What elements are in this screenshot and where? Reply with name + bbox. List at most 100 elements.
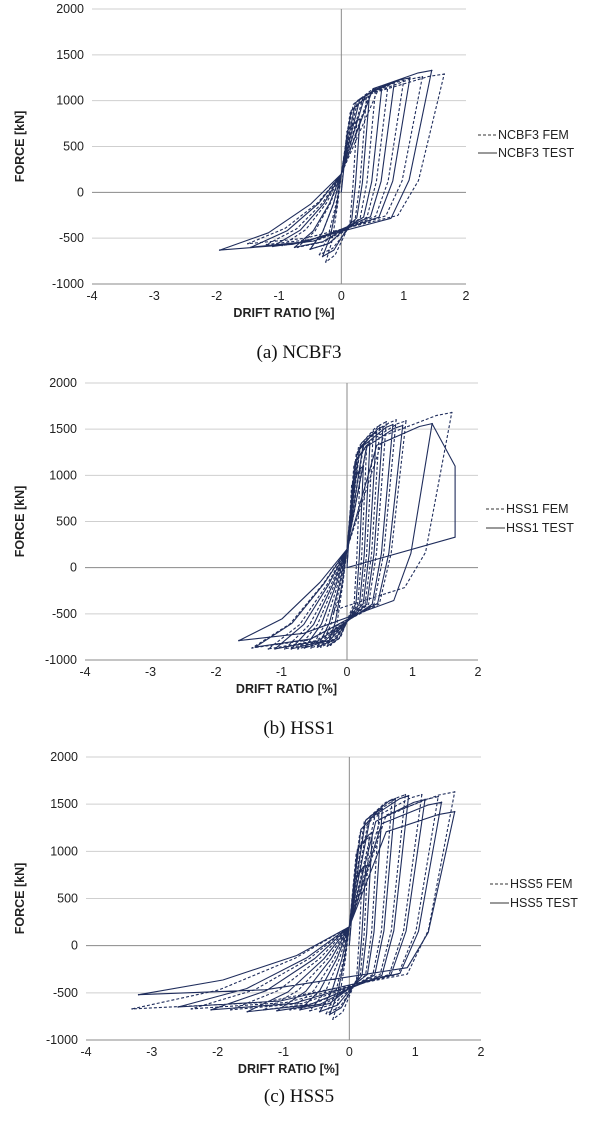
cycle-peak-point [402, 79, 405, 82]
cycle-peak-point [369, 442, 371, 444]
cycle-trough-point [251, 647, 253, 649]
series-line [247, 73, 445, 263]
hysteresis-chart-hss1: -1000 -500 0 500 1000 1500 2000 -4 -3 -2 -1 0 1 2 DRIF… [13, 376, 574, 739]
series-line [238, 423, 433, 650]
y-tick-label: 1000 [56, 94, 84, 108]
cycle-peak-point [401, 424, 404, 427]
y-tick-label: 1000 [49, 468, 77, 482]
cycle-trough-point [325, 1012, 328, 1015]
cycle-trough-point [310, 647, 312, 649]
tick-labels: -1000 -500 0 500 1000 1500 2000 -4 -3 -2 -1 0 1 2 [45, 376, 482, 679]
cycle-trough-point [326, 645, 329, 647]
cycle-trough-point [297, 648, 299, 650]
x-tick-label: -4 [79, 665, 90, 679]
x-tick-label: 2 [463, 289, 470, 303]
cycle-trough-point [254, 646, 257, 648]
y-tick-label: 2000 [56, 2, 84, 16]
cycle-trough-point [265, 243, 268, 246]
cycle-peak-point [362, 465, 365, 467]
cycle-trough-point [190, 1008, 193, 1010]
tick-labels: -1000 -500 0 500 1000 1500 2000 -4 -3 -2 -1 0 1 2 [46, 750, 485, 1059]
x-tick-label: 2 [475, 665, 482, 679]
x-tick-label: -2 [211, 289, 222, 303]
cycle-trough-point [309, 1009, 311, 1012]
cycle-trough-point [318, 1010, 321, 1013]
cycle-peak-point [392, 423, 394, 426]
cycle-peak-point [368, 836, 370, 838]
cycle-peak-point [381, 808, 384, 810]
x-tick-label: -3 [149, 289, 160, 303]
cycle-peak-point [381, 86, 383, 88]
cycle-trough-point [250, 246, 252, 249]
series-excursion-line [346, 423, 456, 569]
cycle-trough-point [283, 648, 286, 650]
plot-area [131, 791, 456, 1021]
cycle-trough-point [276, 1009, 278, 1012]
legend-label-hss5-fem: HSS5 FEM [510, 877, 573, 891]
legend-label-ncbf3-fem: NCBF3 FEM [498, 128, 569, 142]
x-axis-title: DRIFT RATIO [%] [233, 306, 334, 320]
cycle-trough-point [333, 611, 335, 613]
tick-labels: -1000 -500 0 500 1000 1500 2000 -4 -3 -2 -1 0 1 2 [52, 2, 470, 303]
cycle-peak-point [420, 793, 423, 796]
y-tick-label: 0 [70, 561, 77, 575]
series-line [219, 69, 433, 258]
cycle-peak-point [430, 69, 433, 72]
y-tick-label: 1500 [49, 422, 77, 436]
y-axis-title: FORCE [kN] [13, 486, 27, 558]
x-tick-label: -1 [276, 665, 287, 679]
cycle-peak-point [421, 76, 424, 78]
y-tick-label: -1000 [46, 1033, 78, 1047]
cycle-peak-point [409, 76, 411, 79]
cycle-peak-point [378, 424, 381, 427]
figure-caption: (c) HSS5 [264, 1086, 334, 1107]
x-tick-label: 1 [409, 665, 416, 679]
series-line [138, 795, 456, 1016]
cycle-trough-point [271, 245, 274, 248]
cycle-peak-point [440, 801, 443, 804]
cycle-trough-point [320, 646, 322, 648]
cycle-trough-point [131, 1008, 133, 1010]
legend-label-hss5-test: HSS5 TEST [510, 896, 578, 910]
chart-panel-ncbf3: -1000 -500 0 500 1000 1500 2000 -4 -3 -2 -1 0 1 2 DRIF… [0, 0, 598, 374]
cycle-peak-point [393, 81, 396, 84]
y-tick-label: 0 [77, 185, 84, 199]
cycle-trough-point [299, 1009, 301, 1011]
legend-label-ncbf3-test: NCBF3 TEST [498, 146, 575, 160]
y-axis-title: FORCE [kN] [13, 111, 27, 183]
legend-label-hss1-fem: HSS1 FEM [506, 502, 569, 516]
cycle-peak-point [394, 797, 397, 800]
cycle-peak-point [453, 810, 456, 813]
chart-panel-hss1: -1000 -500 0 500 1000 1500 2000 -4 -3 -2 -1 0 1 2 DRIF… [0, 374, 598, 748]
y-tick-label: 500 [57, 892, 78, 906]
series-ncbf3-fem [247, 73, 445, 263]
cycle-peak-point [368, 95, 371, 97]
cycle-peak-point [405, 420, 407, 422]
cycle-trough-point [309, 248, 311, 250]
cycle-peak-point [451, 411, 453, 414]
y-tick-label: -500 [53, 986, 78, 1000]
y-axis-title: FORCE [kN] [13, 863, 27, 935]
cycle-trough-point [316, 646, 319, 648]
x-tick-label: -2 [210, 665, 221, 679]
y-tick-label: 500 [63, 140, 84, 154]
cycle-peak-point [404, 793, 407, 796]
cycle-peak-point [443, 73, 445, 75]
cycle-peak-point [365, 98, 368, 100]
plot-area [218, 69, 445, 263]
cycle-trough-point [290, 648, 293, 650]
x-tick-label: -1 [278, 1045, 289, 1059]
cycle-peak-point [395, 419, 397, 421]
y-tick-label: 2000 [50, 750, 78, 764]
cycle-peak-point [364, 864, 367, 867]
cycle-peak-point [371, 831, 374, 834]
cycle-peak-point [385, 420, 388, 423]
cycle-trough-point [210, 1009, 212, 1011]
x-tick-label: -4 [86, 289, 97, 303]
series-hss1-test [238, 422, 456, 650]
cycle-trough-point [230, 1009, 232, 1011]
x-axis-title: DRIFT RATIO [%] [238, 1062, 339, 1076]
cycle-trough-point [293, 246, 296, 249]
cycle-peak-point [375, 431, 378, 433]
cycle-trough-point [267, 648, 270, 650]
